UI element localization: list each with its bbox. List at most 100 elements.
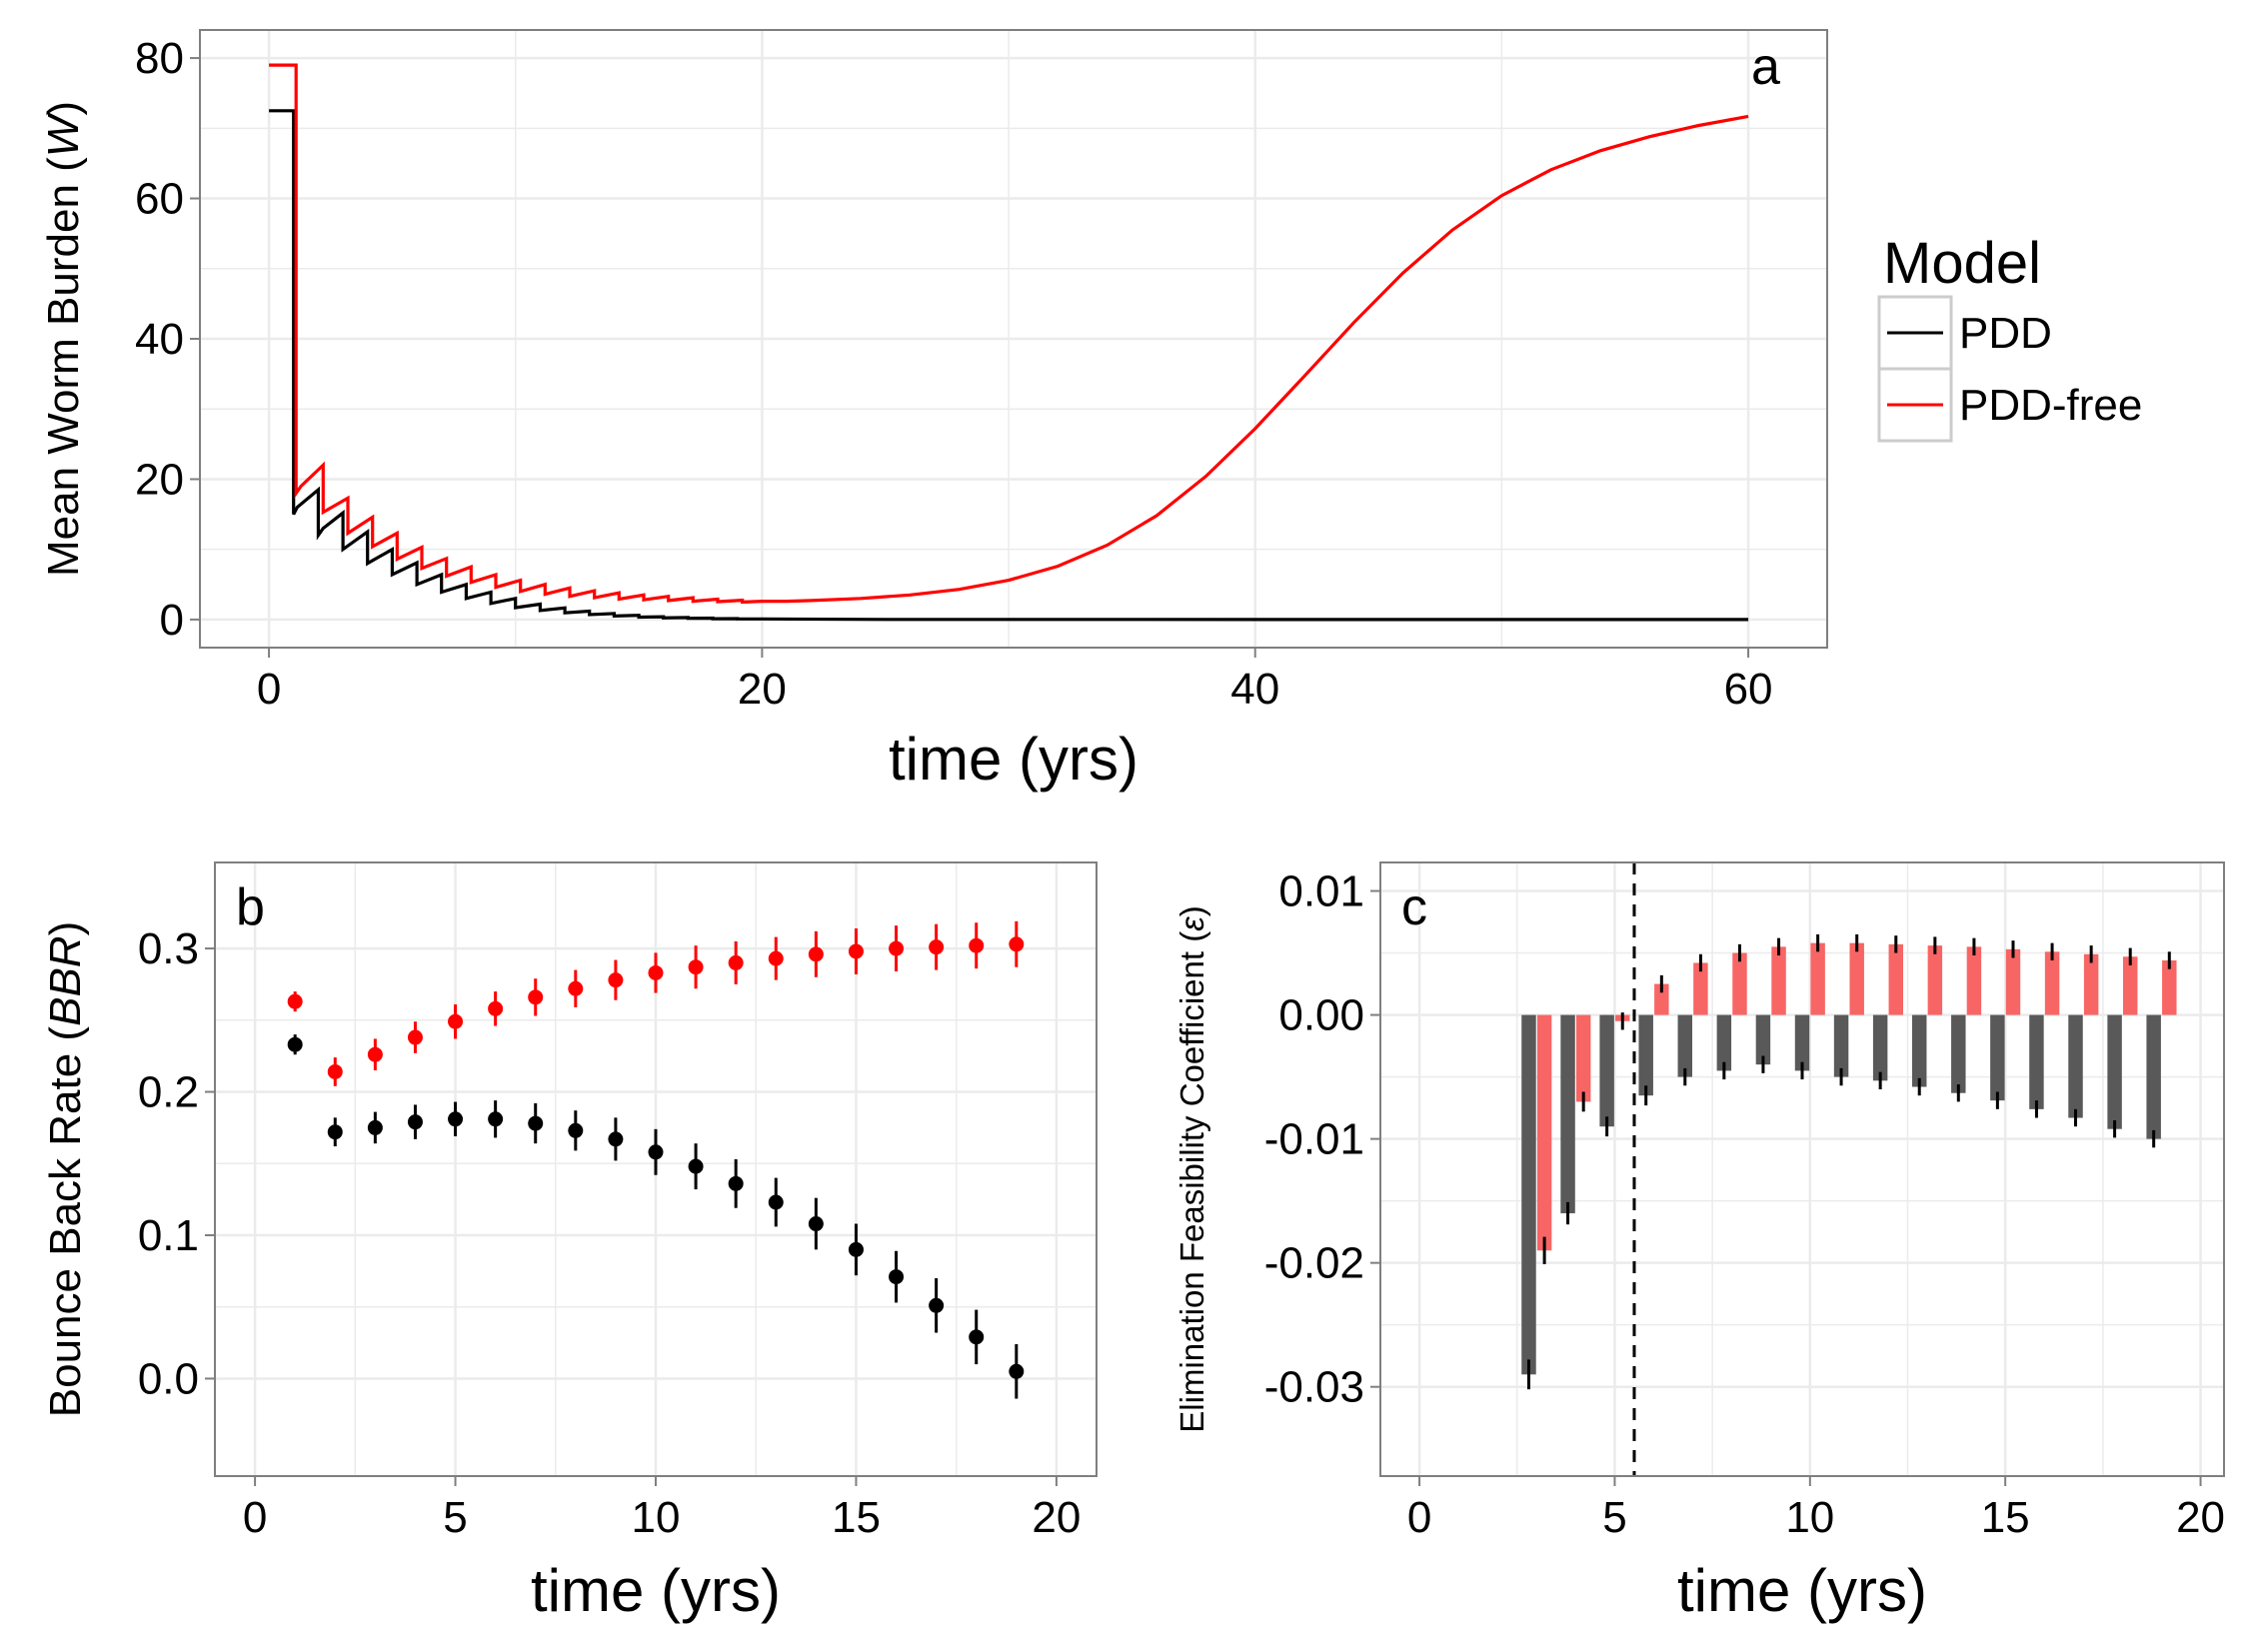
bar: [2162, 959, 2177, 1015]
y-axis-title-part: ): [1173, 905, 1210, 916]
y-axis-title-part: Mean Worm Burden (: [39, 157, 88, 577]
grid: [200, 30, 1827, 648]
bar: [1990, 1014, 2005, 1101]
data-point: [448, 1013, 464, 1029]
bar: [1521, 1014, 1536, 1375]
plot-area: [269, 63, 1749, 622]
y-tick-label: -0.02: [1264, 1239, 1364, 1288]
data-point: [929, 939, 945, 955]
y-tick-label: 20: [135, 455, 184, 504]
plot-area: [287, 920, 1025, 1399]
data-point: [688, 959, 704, 975]
bar: [1575, 1014, 1591, 1102]
data-point: [488, 1111, 504, 1127]
x-tick-label: 5: [1602, 1493, 1626, 1542]
data-point: [568, 1122, 584, 1138]
data-point: [648, 964, 664, 980]
data-point: [728, 1175, 744, 1191]
data-point: [568, 980, 584, 996]
plot-area: [1521, 862, 2177, 1476]
data-point: [688, 1158, 704, 1174]
bar: [1536, 1014, 1552, 1251]
y-tick-label: 60: [135, 175, 184, 224]
data-point: [528, 1115, 544, 1131]
bar: [1833, 1014, 1849, 1077]
axes: 0 5 10 15 20 0.0 0.1 0.2 0.3: [138, 924, 1082, 1542]
x-axis-title: time (yrs): [531, 1557, 781, 1624]
bar: [1951, 1014, 1966, 1093]
y-axis-title-part: ): [41, 921, 90, 936]
x-axis-title: time (yrs): [1677, 1557, 1927, 1624]
axes: 0 5 10 15 20 0.01 0.00 -0.01 -0.02 -0.03: [1264, 867, 2225, 1542]
panel-a: 0 20 40 60 0 20 40 60 80 time (yrs) Mean Worm Burd…: [39, 29, 1828, 793]
y-tick-label: 80: [135, 34, 184, 83]
bar: [1927, 945, 1943, 1015]
data-point: [768, 1194, 784, 1210]
bar: [2029, 1014, 2044, 1109]
y-tick-label: -0.01: [1264, 1115, 1364, 1164]
y-axis-title-part: ε: [1173, 916, 1210, 931]
bar: [2083, 953, 2099, 1015]
bar: [1966, 946, 1982, 1015]
y-axis-title-part: BBR: [41, 935, 90, 1025]
bar: [1810, 942, 1825, 1015]
data-point: [1009, 1363, 1025, 1379]
data-point: [1009, 936, 1025, 952]
data-point: [889, 1269, 905, 1285]
data-point: [648, 1144, 664, 1160]
y-tick-label: 0.00: [1278, 991, 1364, 1040]
y-tick-label: 0.1: [138, 1211, 199, 1260]
y-axis-title: Bounce Back Rate (BBR): [41, 921, 90, 1417]
x-tick-label: 0: [243, 1493, 267, 1542]
bar: [1560, 1014, 1575, 1214]
x-tick-label: 40: [1230, 665, 1279, 714]
data-point: [969, 937, 985, 953]
x-axis-title: time (yrs): [889, 726, 1138, 793]
axes: 0 20 40 60 0 20 40 60 80: [135, 34, 1772, 714]
x-tick-label: 20: [738, 665, 787, 714]
data-point: [929, 1297, 945, 1313]
bar: [1599, 1014, 1614, 1127]
x-tick-label: 20: [1032, 1493, 1081, 1542]
y-tick-label: 0.2: [138, 1068, 199, 1117]
bar: [2044, 951, 2060, 1015]
bar: [1732, 952, 1747, 1015]
panel-tag: c: [1401, 878, 1427, 936]
bar: [2146, 1014, 2161, 1139]
data-point: [327, 1063, 343, 1079]
bar: [1693, 962, 1708, 1015]
data-point: [287, 1036, 303, 1052]
data-point: [848, 1241, 864, 1257]
data-point: [327, 1124, 343, 1140]
y-axis-title: Mean Worm Burden (W): [39, 101, 88, 577]
x-tick-label: 15: [832, 1493, 881, 1542]
series-line-pdd-free: [269, 63, 1749, 605]
bar: [1872, 1014, 1888, 1081]
legend-title: Model: [1883, 231, 2041, 296]
panel-border: [1379, 861, 2225, 1477]
legend-label-pdd-free: PDD-free: [1959, 381, 2142, 430]
y-axis-title-part: W: [39, 112, 88, 157]
x-tick-label: 20: [2176, 1493, 2225, 1542]
bar: [2122, 956, 2138, 1015]
panel-b: 0 5 10 15 20 0.0 0.1 0.2 0.3 time (yrs) Bounce Bac…: [41, 861, 1098, 1624]
data-point: [808, 1216, 824, 1232]
panel-tag: a: [1751, 38, 1780, 96]
bar: [1716, 1014, 1732, 1071]
data-point: [608, 972, 624, 988]
y-tick-label: 0: [160, 596, 184, 645]
bar: [2107, 1014, 2122, 1129]
data-point: [768, 950, 784, 966]
y-tick-label: -0.03: [1264, 1363, 1364, 1412]
data-point: [367, 1119, 383, 1135]
x-tick-label: 5: [443, 1493, 467, 1542]
data-point: [367, 1046, 383, 1062]
legend: Model PDD PDD-free: [1877, 231, 2142, 443]
bar: [2005, 948, 2021, 1015]
y-tick-label: 40: [135, 315, 184, 364]
y-tick-label: 0.0: [138, 1354, 199, 1403]
series-line-pdd: [269, 109, 1749, 622]
bar: [1911, 1014, 1927, 1087]
panel-tag: b: [236, 878, 265, 936]
